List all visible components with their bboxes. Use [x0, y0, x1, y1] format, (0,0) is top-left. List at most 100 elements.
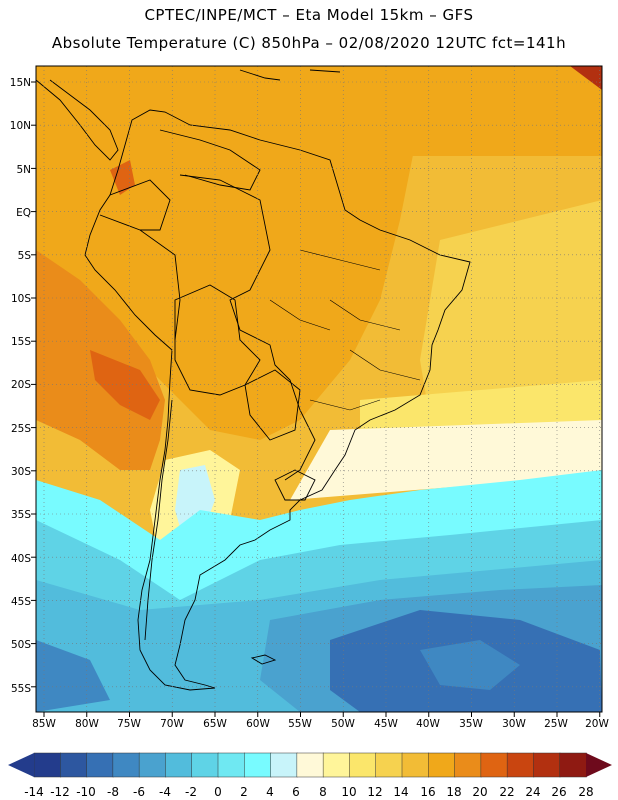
lon-label: 55W: [288, 718, 312, 730]
chart-title-line2: Absolute Temperature (C) 850hPa – 02/08/…: [51, 34, 567, 52]
bolivia-border: [174, 284, 261, 396]
lon-label: 85W: [32, 718, 56, 730]
colorbar-label: 8: [319, 785, 327, 799]
field-corner-hot: [570, 66, 602, 90]
lon-label: 35W: [459, 718, 483, 730]
lat-label: 55S: [11, 683, 31, 695]
peru-border: [99, 214, 181, 341]
colorbar-label: 28: [578, 785, 593, 799]
colorbar-swatch: [480, 752, 508, 778]
cuba-islands: [239, 69, 341, 81]
coastlines: [35, 69, 471, 691]
chart-title-line1: CPTEC/INPE/MCT – Eta Model 15km – GFS: [144, 6, 474, 24]
colorbar-swatch: [375, 752, 403, 778]
lon-axis-labels: 85W 80W 75W 70W 65W 60W 55W 50W 45W 40W …: [32, 718, 609, 730]
field-18-20-north: [380, 66, 602, 156]
colorbar-swatch: [60, 752, 88, 778]
colorbar-label: 18: [446, 785, 461, 799]
field-andes-warm: [110, 160, 135, 195]
colorbar-swatch: [322, 752, 351, 778]
lat-label: 45S: [11, 596, 31, 608]
colombia-border: [109, 179, 171, 231]
lat-label: 5S: [18, 250, 32, 262]
field-south-eddy: [420, 640, 520, 690]
lat-label: 50S: [11, 639, 31, 651]
lat-axis-labels: 15N 10N 5N EQ 5S 10S 15S 20S 25S 30S 35S…: [10, 77, 32, 695]
colorbar-label: 26: [551, 785, 566, 799]
colorbar-label: 12: [367, 785, 382, 799]
field-pacific-22-24: [90, 350, 160, 420]
lat-label: 20S: [11, 379, 31, 391]
colorbar-swatch: [217, 752, 246, 778]
colorbar-swatch: [112, 752, 140, 778]
brazil-states: [269, 249, 421, 411]
brazil-border: [179, 174, 316, 481]
lat-label: 5N: [16, 164, 31, 176]
colorbar-label: -14: [24, 785, 44, 799]
axis-ticks: [31, 81, 601, 717]
south-america-outline: [84, 109, 471, 691]
colorbar-label: 10: [341, 785, 356, 799]
colorbar-swatch: [270, 752, 298, 778]
colorbar-swatch: [244, 752, 272, 778]
colorbar-swatch: [401, 752, 430, 778]
lat-label: 10S: [11, 293, 31, 305]
colorbar-swatch: [86, 752, 114, 778]
colorbar-label: 16: [420, 785, 435, 799]
colorbar-swatches: [33, 752, 587, 778]
lon-label: 45W: [374, 718, 398, 730]
map-frame: [35, 65, 603, 713]
colorbar-swatch: [428, 752, 456, 778]
central-america-outline: [35, 79, 119, 161]
colorbar-right-arrow: [586, 753, 612, 777]
field-southwest-cold: [36, 640, 110, 712]
lat-label: 30S: [11, 466, 31, 478]
colorbar-swatch: [296, 752, 324, 778]
lon-label: 50W: [331, 718, 355, 730]
colorbar-labels: -14 -12 -10 -8 -6 -4 -2 0 2 4 6 8 10 12 …: [24, 785, 593, 799]
colorbar-label: -4: [159, 785, 171, 799]
colorbar-left-arrow: [8, 753, 34, 777]
uruguay-border: [274, 469, 316, 501]
falkland-islands: [250, 654, 277, 665]
map-fields: [36, 66, 602, 712]
colorbar-label: 22: [499, 785, 514, 799]
lat-label: EQ: [16, 207, 31, 219]
colorbar-swatch: [33, 752, 62, 778]
lon-label: 40W: [416, 718, 440, 730]
colorbar-swatch: [165, 752, 193, 778]
lon-label: 75W: [117, 718, 141, 730]
lat-label: 15S: [11, 336, 31, 348]
colorbar-label: -8: [107, 785, 119, 799]
colorbar-label: 0: [214, 785, 222, 799]
colorbar-label: 24: [525, 785, 540, 799]
argentina-chile-border: [144, 399, 173, 641]
colorbar-label: 2: [240, 785, 248, 799]
colorbar-swatch: [506, 752, 535, 778]
lat-label: 10N: [10, 120, 31, 132]
colorbar-label: 6: [292, 785, 300, 799]
colorbar-label: -2: [185, 785, 197, 799]
lat-label: 15N: [10, 77, 31, 89]
colorbar-swatch: [349, 752, 377, 778]
lon-label: 60W: [246, 718, 270, 730]
venezuela-border: [159, 129, 261, 191]
lon-label: 30W: [502, 718, 526, 730]
colorbar-label: 4: [266, 785, 274, 799]
colorbar-swatch: [559, 752, 587, 778]
lon-label: 25W: [544, 718, 568, 730]
colorbar-swatch: [533, 752, 561, 778]
colorbar-label: 14: [393, 785, 408, 799]
lon-label: 70W: [160, 718, 184, 730]
colorbar-label: 20: [472, 785, 487, 799]
colorbar-swatch: [454, 752, 482, 778]
lat-label: 25S: [11, 423, 31, 435]
colorbar-swatch: [138, 752, 167, 778]
lat-label: 40S: [11, 553, 31, 565]
colorbar-swatch: [191, 752, 219, 778]
colorbar: -14 -12 -10 -8 -6 -4 -2 0 2 4 6 8 10 12 …: [8, 752, 612, 799]
paraguay-border: [244, 369, 301, 441]
lat-label: 35S: [11, 509, 31, 521]
colorbar-label: -12: [50, 785, 70, 799]
